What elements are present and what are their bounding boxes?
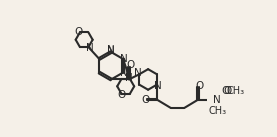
Text: CH₃: CH₃ <box>227 86 245 96</box>
Text: O: O <box>75 27 83 37</box>
Text: CH₃: CH₃ <box>208 106 226 116</box>
Text: O: O <box>223 86 231 96</box>
Text: O: O <box>195 81 204 91</box>
Text: N: N <box>107 46 114 56</box>
Text: N: N <box>134 68 142 78</box>
Text: N: N <box>213 95 221 105</box>
Text: O: O <box>126 61 134 70</box>
Text: O: O <box>222 86 230 96</box>
Text: N: N <box>86 43 94 53</box>
Text: N: N <box>107 45 115 55</box>
Text: N: N <box>120 68 127 78</box>
Text: N: N <box>155 81 162 91</box>
Text: O: O <box>117 90 125 100</box>
Text: N: N <box>125 73 132 83</box>
Text: N: N <box>120 54 128 64</box>
Text: O: O <box>142 95 150 105</box>
